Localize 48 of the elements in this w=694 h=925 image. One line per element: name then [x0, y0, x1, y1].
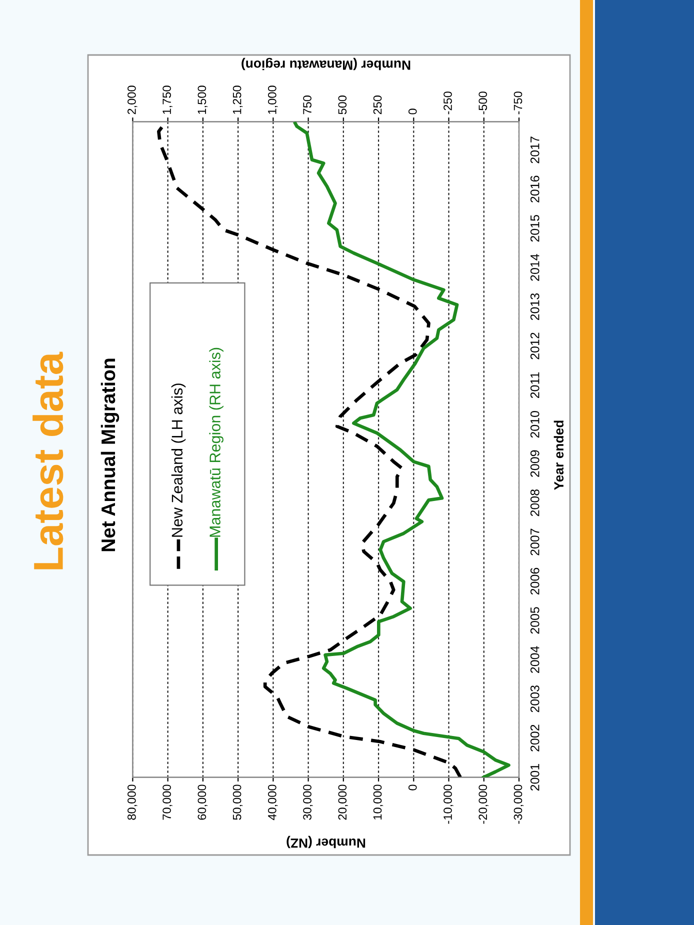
- text: Net Annual Migration: [100, 358, 120, 552]
- x2-tick-label: 1,750: [162, 86, 172, 114]
- x2-tick-label: -250: [444, 92, 452, 114]
- y-axis-title: Year ended: [554, 420, 564, 490]
- x-tick-label: 70,000: [162, 784, 172, 820]
- y-tick-label: 2008: [530, 489, 540, 516]
- x2-tick-label: 0: [408, 108, 417, 114]
- x2-tick-label: 1,250: [232, 86, 243, 114]
- y-tick-label: 2003: [530, 686, 540, 712]
- x-tick-label: 10,000: [373, 784, 384, 820]
- y-tick-label: 2013: [530, 293, 540, 320]
- x2-tick-label: 2,000: [128, 86, 138, 114]
- x-tick-label: -10,000: [444, 784, 454, 824]
- x2-tick-label: -750: [514, 92, 522, 114]
- x2-tick-label: 1,000: [268, 86, 278, 114]
- x-tick-label: 50,000: [232, 784, 243, 820]
- x-tick-label: 0: [408, 784, 417, 790]
- y-tick-label: 2017: [530, 136, 540, 164]
- y-tick-label: 2005: [530, 607, 540, 634]
- x-tick-label: 80,000: [128, 784, 138, 820]
- text: Manawatū Region (RH axis): [209, 348, 224, 537]
- x2-axis-title: Number (Manawatu region): [242, 58, 410, 70]
- x-tick-label: 20,000: [338, 784, 348, 820]
- y-tick-label: 2006: [530, 568, 540, 595]
- y-tick-label: 2016: [530, 176, 540, 202]
- y-tick-label: 2007: [530, 528, 540, 556]
- y-tick-label: 2004: [530, 646, 540, 673]
- text: Latest data: [32, 352, 64, 570]
- y-tick-label: 2012: [530, 332, 540, 360]
- x2-tick-label: 250: [373, 96, 382, 114]
- x-tick-label: 60,000: [198, 784, 208, 820]
- y-tick-label: 2015: [530, 214, 540, 242]
- x-tick-label: -20,000: [478, 784, 488, 824]
- x-tick-label: 30,000: [303, 784, 313, 820]
- y-tick-label: 2011: [530, 372, 540, 398]
- x2-tick-label: -500: [478, 92, 488, 114]
- y-tick-label: 2009: [530, 450, 540, 477]
- x-tick-label: 40,000: [268, 784, 278, 820]
- x-tick-label: -30,000: [514, 784, 524, 824]
- y-tick-label: 2002: [530, 724, 540, 752]
- x2-tick-label: 500: [338, 96, 347, 114]
- x-axis-title: Number (NZ): [286, 836, 366, 848]
- y-tick-label: 2014: [530, 254, 540, 281]
- x2-tick-label: 1,500: [198, 86, 208, 114]
- y-tick-label: 2001: [530, 764, 540, 791]
- x2-tick-label: 750: [303, 96, 312, 114]
- y-tick-label: 2010: [530, 410, 540, 438]
- text: New Zealand (LH axis): [171, 384, 186, 537]
